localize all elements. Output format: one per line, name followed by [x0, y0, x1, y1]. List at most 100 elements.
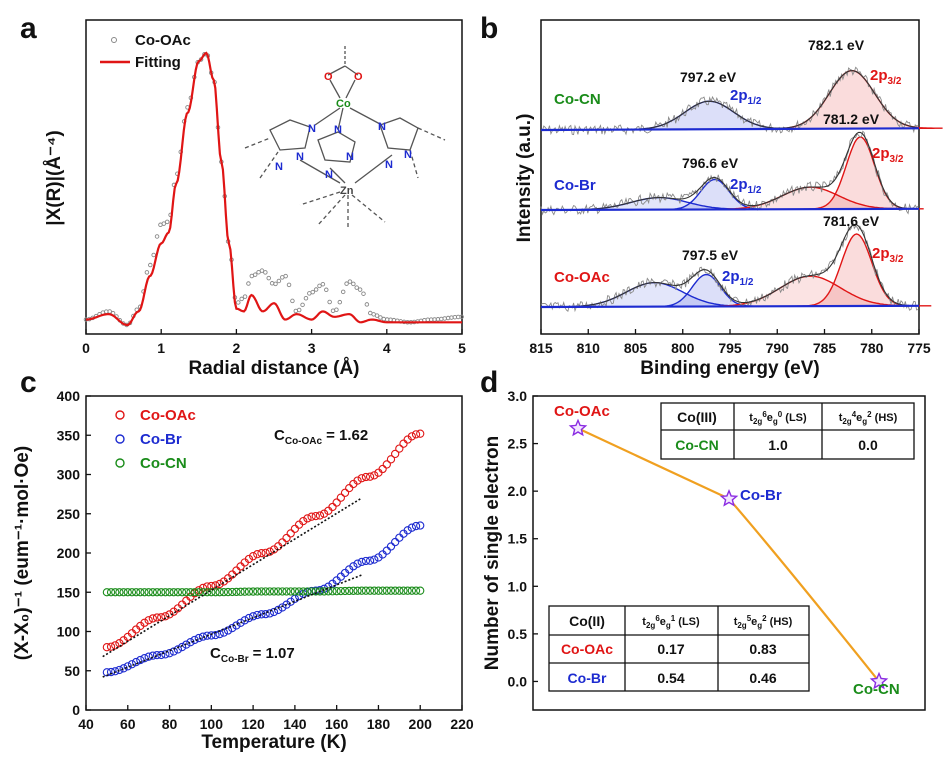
panel-d-y-tick-label: 3.0: [508, 388, 528, 404]
exafs-data-point: [361, 291, 366, 296]
chi-point-co-cn: [286, 587, 295, 596]
panel-b-x-tick-label: 785: [813, 340, 837, 356]
chi-point-co-oac: [140, 618, 149, 627]
chi-point-co-br: [228, 623, 237, 633]
chi-point-co-br: [349, 562, 358, 571]
chi-point-co-oac: [261, 548, 270, 558]
structure-atom-labels: O O Co N N N N N N N N N Zn: [275, 71, 412, 197]
chi-point-co-oac: [365, 472, 375, 481]
exafs-data-point: [364, 302, 370, 307]
chi-point-co-br: [395, 533, 404, 542]
chi-point-co-br: [257, 610, 266, 619]
exafs-data-point: [324, 287, 329, 293]
chi-point-co-oac: [416, 429, 425, 438]
xps-raw-co-oac: [540, 220, 919, 313]
chi-point-co-br: [165, 649, 174, 658]
chi-point-co-br: [365, 556, 375, 565]
panel-a-x-tick-label: 4: [383, 340, 391, 356]
chi-point-co-cn: [127, 588, 137, 597]
panel-d-y-tick-label: 0.5: [508, 626, 528, 642]
chi-point-co-br: [299, 589, 308, 599]
chi-point-co-oac: [106, 642, 116, 651]
exafs-data-point: [303, 295, 309, 301]
chi-point-co-cn: [282, 587, 291, 596]
chi-point-co-oac: [111, 641, 120, 650]
exafs-data-point: [154, 234, 160, 239]
chi-point-co-oac: [340, 488, 350, 497]
curie-constant-co-oac: CCo-OAc = 1.62: [274, 427, 368, 447]
spin-trend-line: [577, 427, 880, 683]
chi-point-co-br: [223, 626, 233, 635]
chi-point-co-br: [190, 635, 199, 645]
chi-point-co-oac: [345, 483, 354, 493]
table-co2-row1-ls: 0.54: [657, 670, 684, 686]
chi-point-co-br: [261, 609, 270, 619]
spectrum-label-co-br: Co-Br: [554, 177, 596, 194]
atom-o2: O: [354, 71, 363, 83]
chi-point-co-oac: [315, 511, 325, 520]
label-2p12-co-oac: 2p1/2: [722, 268, 754, 288]
panel-a-data-points: [83, 51, 464, 328]
panel-b-x-tick-label: 775: [907, 340, 931, 356]
panel-d-frame: [532, 395, 926, 711]
exafs-data-point: [320, 281, 326, 287]
panel-b-ylabel: Intensity (a.u.): [514, 114, 535, 243]
panel-c-x-tick-label: 120: [241, 716, 265, 732]
chi-point-co-cn: [203, 588, 212, 597]
chi-point-co-cn: [161, 588, 170, 597]
table-co3: Co(III) t2g6eg0 (LS) t2g4eg2 (HS) Co-CN …: [660, 402, 915, 460]
chi-point-co-cn: [186, 588, 195, 597]
table-co3-row0-name: Co-CN: [675, 437, 719, 453]
panel-a: 0 1 2 3 4 5 Radial distance (Å) |X(R)|(Å⁻⁴) C…: [44, 19, 466, 379]
legend-marker-co-cn-c: [115, 458, 125, 468]
exafs-data-point: [296, 307, 302, 313]
panel-c-x-tick-label: 60: [120, 716, 136, 732]
panel-c-y-tick-label: 300: [57, 467, 81, 483]
chi-point-co-cn: [165, 588, 174, 597]
chi-point-co-br: [194, 633, 203, 643]
exafs-data-point: [344, 281, 349, 286]
exafs-data-point: [374, 313, 380, 318]
chi-point-co-oac: [236, 562, 245, 571]
exafs-data-point: [236, 300, 241, 305]
panel-label-a: a: [20, 12, 37, 45]
table-co2-row0-ls: 0.17: [657, 641, 684, 657]
panel-d-y-tick-label: 2.5: [508, 436, 528, 452]
panel-c-xlabel: Temperature (K): [201, 732, 346, 753]
chi-point-co-oac: [386, 455, 396, 464]
chi-point-co-br: [282, 600, 291, 609]
panel-b-xlabel: Binding energy (eV): [640, 358, 819, 379]
panel-c-x-tick-label: 200: [409, 716, 433, 732]
chi-point-co-oac: [278, 538, 287, 547]
panel-c-y-tick-label: 200: [57, 545, 81, 561]
chi-point-co-br: [370, 555, 379, 564]
xps-peak-co-cn: [610, 100, 808, 131]
panel-d-ticks: 3.0 2.5 2.0 1.5 1.0 0.5 0.0: [508, 388, 538, 689]
chi-point-co-oac: [282, 533, 291, 543]
chi-point-co-br: [407, 523, 417, 532]
table-co2-header-0: Co(II): [569, 613, 605, 629]
chi-point-co-cn: [140, 588, 149, 597]
exafs-data-point: [334, 307, 339, 313]
spectrum-label-co-cn: Co-CN: [554, 91, 601, 108]
point-label-co-br: Co-Br: [740, 487, 782, 504]
chi-point-co-cn: [374, 586, 383, 595]
chi-point-co-oac: [165, 610, 174, 619]
chi-point-co-cn: [136, 588, 145, 597]
spin-point-co-br: [719, 488, 739, 507]
chi-point-co-oac: [286, 529, 295, 538]
panel-d-y-tick-label: 2.0: [508, 483, 528, 499]
exafs-data-point: [351, 281, 356, 287]
exafs-data-point: [161, 221, 167, 226]
chi-point-co-cn: [119, 588, 128, 597]
chi-point-co-br: [361, 556, 371, 566]
chi-point-co-oac: [148, 614, 157, 623]
chi-point-co-br: [211, 630, 220, 640]
chi-point-co-cn: [353, 586, 362, 595]
chi-point-co-br: [411, 521, 421, 531]
peak-co-oac-2p32: 781.6 eV: [823, 213, 880, 229]
table-co3-header-0: Co(III): [677, 409, 717, 425]
chi-point-co-oac: [207, 581, 216, 591]
point-label-co-cn: Co-CN: [853, 681, 900, 698]
